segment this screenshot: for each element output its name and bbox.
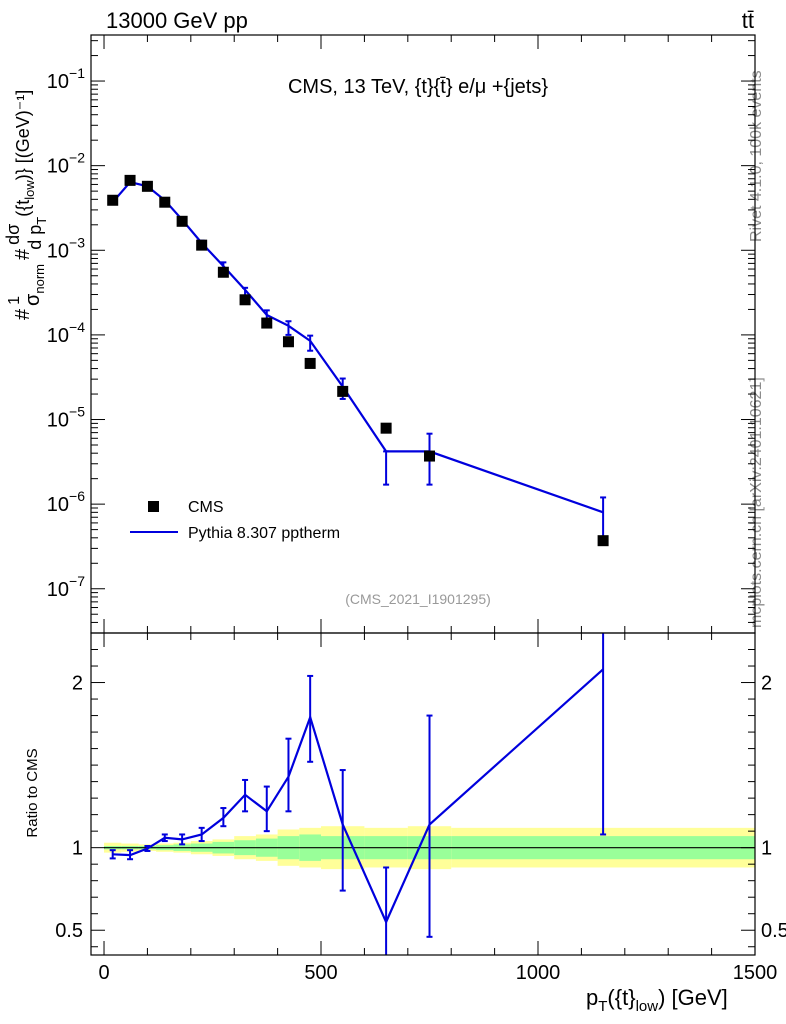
- ratio-y-tick-label-left: 2: [72, 673, 83, 695]
- ratio-series-line: [112, 668, 604, 925]
- mc-series-line: [111, 180, 604, 514]
- svg-text:pT({t}low) [GeV]: pT({t}low) [GeV]: [586, 985, 728, 1015]
- ratio-axes: 0.5 0.5 1 1 2 2 0 500 1000 1500: [55, 633, 786, 984]
- rivet-version-label: Rivet 4.1.0, 100k events: [748, 70, 765, 242]
- cms-data-point: [261, 317, 273, 329]
- ratio-y-tick-label-left: 1: [72, 838, 83, 860]
- cms-data-point: [597, 535, 609, 547]
- main-y-axis-label: #1σnorm#dσ d pT({tlow)} [(GeV)⁻¹]: [3, 90, 49, 320]
- main-panel: 10−7 10−6 10−5 10−4 10−3 10−2 10−1 CMS, 13 TeV…: [3, 34, 756, 634]
- y-tick-label: 10−6: [47, 488, 85, 516]
- cms-data-point: [196, 239, 208, 251]
- cms-data-point: [159, 196, 171, 208]
- ratio-y-tick-label-right: 2: [761, 673, 772, 695]
- chart-title: CMS, 13 TeV, {t}{t̄} e/μ +{jets}: [288, 76, 548, 98]
- cms-data-point: [380, 422, 392, 434]
- legend-mc-label: Pythia 8.307 pptherm: [188, 525, 340, 542]
- legend-cms-label: CMS: [188, 499, 224, 516]
- cms-data-point: [424, 450, 436, 462]
- ratio-y-tick-label-left: 0.5: [55, 920, 83, 942]
- cms-data-point: [337, 385, 349, 397]
- x-tick-label: 1000: [516, 962, 561, 984]
- legend-cms-marker: [148, 501, 159, 512]
- cms-data-point: [304, 357, 316, 369]
- cms-data-point: [217, 266, 229, 278]
- y-tick-label: 10−5: [47, 404, 85, 432]
- svg-text:#1σnorm#dσd pT({tlow)} [(GeV)⁻: #1σnorm#dσ d pT({tlow)} [(GeV)⁻¹]: [3, 90, 49, 320]
- process-label: tt̄: [742, 8, 754, 33]
- x-tick-label: 0: [98, 962, 109, 984]
- cms-data-point: [141, 180, 153, 192]
- x-axis-label: pT({t}low) [GeV]: [586, 985, 728, 1015]
- cms-data-point: [176, 215, 188, 227]
- y-tick-label: 10−2: [47, 150, 85, 178]
- beam-label: 13000 GeV pp: [106, 8, 248, 33]
- legend: CMS Pythia 8.307 pptherm: [130, 499, 340, 542]
- ratio-y-axis-label: Ratio to CMS: [24, 748, 41, 837]
- y-tick-label: 10−7: [47, 573, 85, 601]
- main-plot-frame: [90, 34, 756, 634]
- ratio-plot-frame: [90, 632, 756, 956]
- cms-data-point: [107, 194, 119, 206]
- x-tick-label: 1500: [733, 962, 778, 984]
- ratio-panel: 0.5 0.5 1 1 2 2 0 500 1000 1500 Ratio to CMS pT({…: [24, 632, 786, 1015]
- ratio-y-tick-label-right: 1: [761, 838, 772, 860]
- cms-data-point: [239, 294, 251, 306]
- y-tick-label: 10−3: [47, 234, 85, 262]
- ratio-y-tick-label-right: 0.5: [761, 920, 786, 942]
- analysis-tag: (CMS_2021_I1901295): [345, 591, 491, 607]
- x-tick-label: 500: [304, 962, 337, 984]
- mcplots-label: mcplots.cern.ch [arXiv:2401.10621]: [748, 377, 765, 628]
- cms-data-point: [124, 174, 136, 186]
- main-y-axis: 10−7 10−6 10−5 10−4 10−3 10−2 10−1: [47, 35, 756, 634]
- y-tick-label: 10−4: [47, 319, 85, 347]
- ratio-plot-marks: [104, 633, 755, 955]
- cms-data-point: [282, 336, 294, 348]
- y-tick-label: 10−1: [47, 65, 85, 93]
- main-plot-marks: [107, 174, 609, 547]
